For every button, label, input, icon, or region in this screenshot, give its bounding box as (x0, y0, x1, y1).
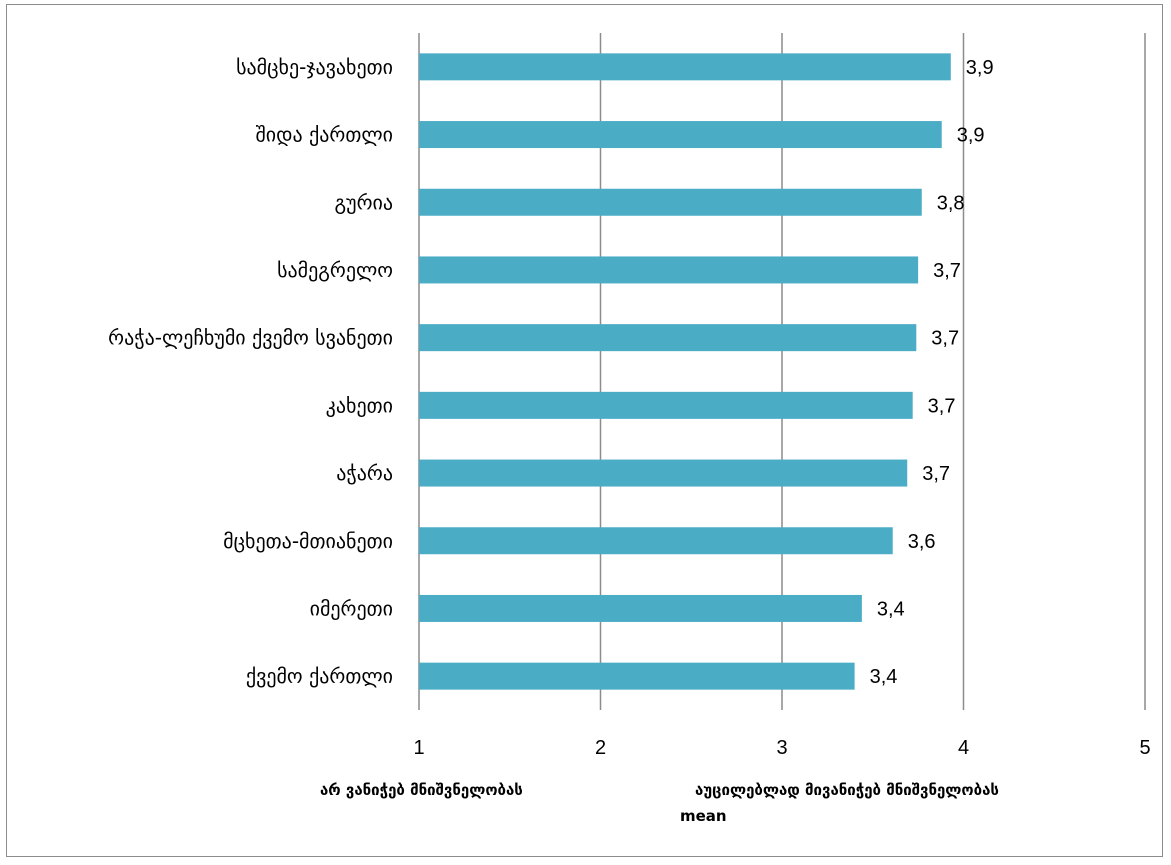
x-tick-labels: 1 2 3 4 5 (413, 737, 1150, 759)
bar (419, 324, 917, 352)
data-labels: 3,9 3,9 3,8 3,7 3,7 3,7 3,7 3,6 3,4 3,4 (870, 57, 994, 688)
bar (419, 53, 951, 81)
data-label: 3,4 (877, 598, 905, 620)
category-label: სამცხე-ჯავახეთი (236, 55, 393, 79)
x-tick-label: 4 (958, 737, 969, 759)
data-label: 3,7 (922, 463, 950, 485)
category-label: შიდა ქართლი (255, 123, 393, 147)
bar (419, 662, 855, 690)
x-axis-label: mean (680, 807, 727, 825)
data-label: 3,7 (931, 328, 959, 350)
bar (419, 256, 919, 284)
data-label: 3,8 (937, 192, 965, 214)
x-tick-label: 5 (1139, 737, 1150, 759)
data-label: 3,6 (908, 531, 936, 553)
data-label: 3,9 (966, 57, 994, 79)
data-label: 3,7 (933, 260, 961, 282)
category-label: სამეგრელო (277, 258, 393, 282)
bar (419, 188, 922, 216)
scale-high-label: აუცილებლად მივანიჭებ მნიშვნელობას (695, 781, 999, 799)
category-label: მცხეთა-მთიანეთი (223, 529, 393, 553)
category-label: აჭარა (336, 461, 393, 485)
data-label: 3,4 (870, 666, 898, 688)
category-label: რაჭა-ლეჩხუმი ქვემო სვანეთი (108, 326, 393, 350)
scale-low-label: არ ვანიჭებ მნიშვნელობას (320, 781, 523, 799)
category-label: კახეთი (326, 393, 393, 417)
bar (419, 594, 862, 622)
bar (419, 391, 913, 419)
bar (419, 121, 942, 149)
category-labels: სამცხე-ჯავახეთი შიდა ქართლი გურია სამეგრელო… (108, 55, 393, 688)
x-tick-label: 2 (595, 737, 606, 759)
category-label: ქვემო ქართლი (246, 664, 393, 688)
x-tick-label: 1 (413, 737, 424, 759)
data-label: 3,7 (928, 395, 956, 417)
data-label: 3,9 (957, 125, 985, 147)
bar (419, 527, 893, 555)
x-tick-label: 3 (776, 737, 787, 759)
bars (419, 53, 951, 690)
category-label: გურია (335, 190, 394, 214)
bar (419, 459, 908, 487)
category-label: იმერეთი (310, 596, 393, 620)
